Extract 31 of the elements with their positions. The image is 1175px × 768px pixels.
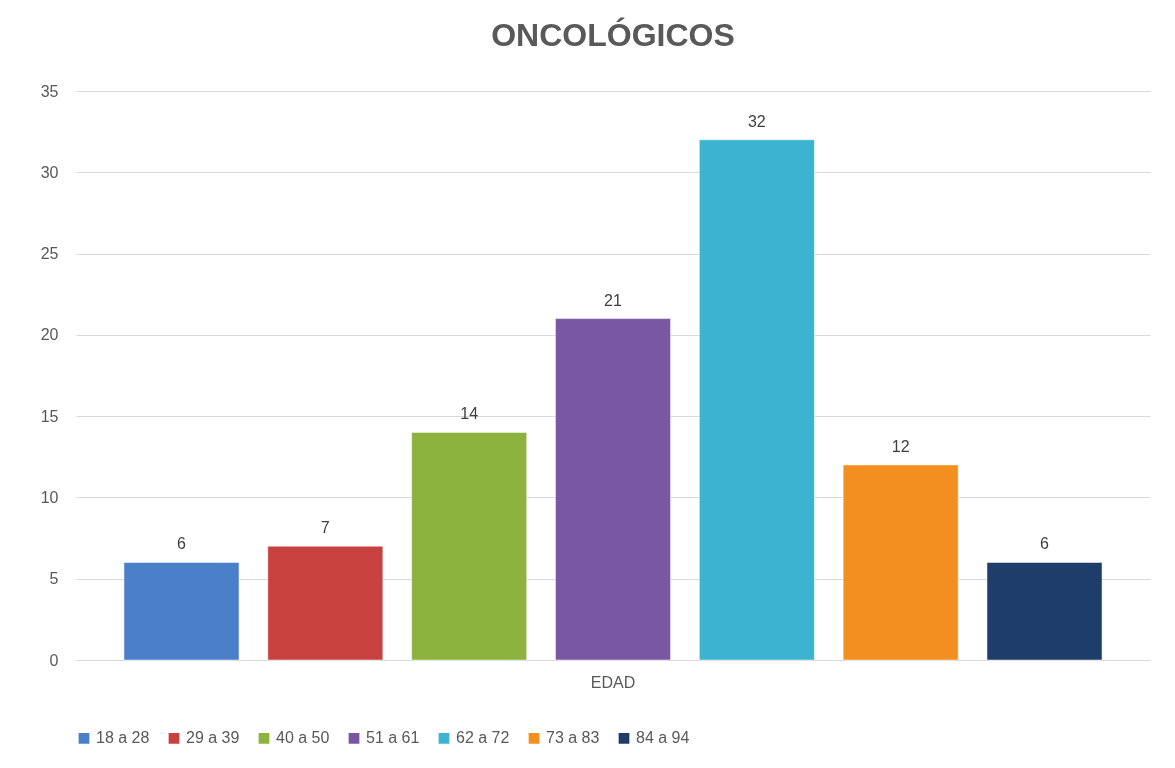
data-label: 14 <box>460 405 479 423</box>
bar <box>267 545 384 661</box>
bar <box>842 464 959 661</box>
y-tick-label: 25 <box>40 245 59 263</box>
legend-label: 29 a 39 <box>186 729 240 747</box>
y-tick-label: 0 <box>49 651 59 669</box>
y-tick-label: 35 <box>40 82 59 100</box>
bar <box>123 562 240 661</box>
bar <box>699 139 815 661</box>
bar <box>555 318 671 661</box>
x-tick-label: EDAD <box>590 673 636 691</box>
legend-label: 84 a 94 <box>636 729 690 747</box>
bar <box>411 432 527 661</box>
legend-label: 62 a 72 <box>456 729 510 747</box>
data-label: 32 <box>747 112 766 130</box>
y-tick-label: 10 <box>40 488 59 506</box>
y-tick-label: 20 <box>40 326 59 344</box>
legend-label: 51 a 61 <box>366 729 420 747</box>
data-label: 6 <box>177 535 187 553</box>
data-label: 12 <box>891 437 910 455</box>
data-label: 7 <box>320 519 330 537</box>
y-tick-label: 15 <box>40 407 59 425</box>
y-tick-label: 5 <box>49 570 59 588</box>
data-label: 6 <box>1040 535 1050 553</box>
y-tick-label: 30 <box>40 163 59 181</box>
legend-label: 18 a 28 <box>96 729 150 747</box>
bar <box>986 562 1103 661</box>
chart-title: ONCOLÓGICOS <box>491 17 735 53</box>
legend-label: 73 a 83 <box>546 729 600 747</box>
data-label: 21 <box>604 291 622 309</box>
legend-label: 40 a 50 <box>276 729 330 747</box>
